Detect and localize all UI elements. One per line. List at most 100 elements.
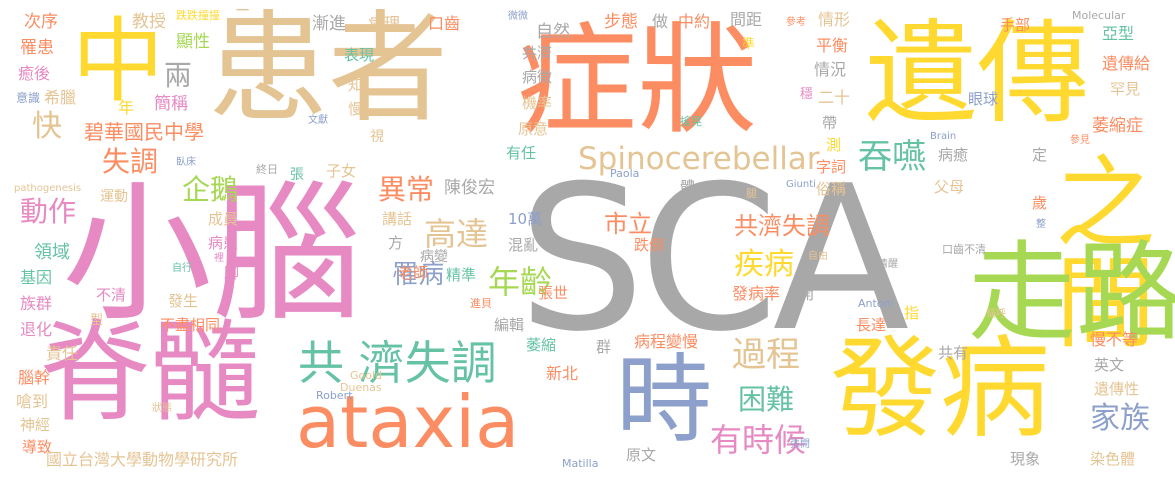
word: 眼球 (968, 90, 999, 108)
word: 共有 (938, 344, 969, 362)
word: 口齒不清 (942, 243, 986, 256)
word: 罹病 (392, 260, 445, 290)
word: 文獻 (308, 115, 328, 126)
word: 清醒 (878, 259, 898, 270)
word: 不清 (96, 286, 127, 304)
word: 快 (32, 109, 62, 144)
word: 英文 (1094, 356, 1125, 374)
word: 講話 (382, 210, 413, 228)
word: 群 (596, 338, 612, 356)
word: 不盡相同 (160, 316, 221, 334)
word: 嗆到 (16, 392, 49, 411)
word: 裡 (214, 253, 224, 264)
word: Brain (930, 131, 957, 142)
word: Molecular (1072, 9, 1126, 22)
word: 病癒 (938, 146, 969, 164)
word: 年 (118, 98, 135, 117)
word: 患者 (208, 0, 448, 139)
word: 發病率 (732, 284, 781, 303)
word: 編輯 (494, 316, 525, 334)
word: 自行 (172, 263, 192, 274)
word: 混亂 (508, 236, 539, 254)
word: 次序 (24, 12, 58, 32)
word: 異常 (378, 173, 435, 206)
word: 失調 (102, 145, 159, 178)
word: 參見 (1070, 135, 1090, 146)
word: 責任 (46, 344, 79, 363)
word: 表現 (344, 46, 375, 64)
word: 領域 (34, 242, 70, 263)
word: 定 (1032, 146, 1048, 164)
word: 方 (388, 234, 404, 252)
word: 之間 (1038, 150, 1155, 350)
word: 退化 (20, 320, 53, 339)
word: 俗稱 (816, 180, 847, 198)
word: 二十 (818, 88, 851, 107)
word: 腳 (224, 264, 240, 282)
word: 間距 (730, 10, 763, 29)
word: 導致 (22, 438, 53, 456)
word: 時 (616, 344, 712, 456)
word: 希臘 (44, 88, 77, 107)
word: 帶 (822, 114, 838, 132)
word: Robert (316, 389, 353, 402)
word: 病程變慢 (634, 332, 699, 351)
word: 型 (90, 313, 104, 328)
word: 張開 (790, 439, 810, 450)
word: ataxia (296, 380, 520, 464)
word: 族群 (20, 294, 53, 313)
word: 稱呼 (986, 309, 1006, 320)
word: 病理 (368, 14, 401, 33)
word: 遺傳性 (1094, 380, 1140, 398)
word: 萎縮症 (1092, 116, 1143, 136)
word: 罹患 (20, 38, 54, 58)
word: Duenas (340, 381, 382, 394)
word: 測 (826, 136, 842, 154)
word: 發病 (830, 325, 1050, 453)
word: 現象 (1010, 450, 1041, 468)
word: 罕見 (1110, 80, 1141, 98)
word: 穩 (800, 87, 814, 102)
word: 知 (348, 76, 364, 94)
word: 陳俊宏 (444, 178, 495, 198)
word: 吞嚥 (858, 137, 926, 177)
word: 跌跌撞撞 (176, 9, 220, 22)
word: Giunti (786, 179, 816, 190)
word: SCA (518, 143, 909, 376)
word: 家族 (1090, 401, 1150, 436)
word: 機率 (522, 94, 553, 112)
word: 跌倒 (634, 236, 665, 254)
word: 有任 (506, 144, 537, 162)
word: 兩 (164, 59, 193, 92)
word: 病徵 (522, 68, 553, 86)
word: 張 (290, 167, 304, 183)
word: 動作 (20, 195, 77, 228)
word: 共濟失調 (734, 212, 830, 240)
word: 開 (798, 284, 815, 303)
word: 癒後 (18, 64, 51, 83)
word: 搖晃 (680, 115, 702, 128)
word: Antoni (858, 297, 894, 310)
word: 萎縮 (526, 336, 557, 354)
word: 教授 (132, 12, 166, 32)
word: 年齡 (488, 263, 553, 301)
word: 做 (652, 12, 669, 31)
word: 高達 (424, 215, 489, 253)
word: 小腦 (62, 168, 363, 342)
word: 10萬 (508, 210, 543, 228)
word: 子女 (326, 162, 357, 180)
word: 症狀 (517, 12, 757, 151)
word: 準 (742, 37, 756, 52)
word: 亞型 (1102, 24, 1135, 43)
word: 新北 (546, 364, 579, 383)
word: 自然 (536, 22, 570, 42)
word: 終日 (256, 163, 278, 176)
word: Matilla (562, 457, 599, 470)
word: 長達 (856, 316, 887, 334)
word: 顯性 (176, 32, 210, 52)
word: 走路 (968, 231, 1175, 356)
word: 遺傳 (865, 9, 1089, 139)
word: 老師 (398, 264, 429, 282)
word: 二 (234, 6, 251, 26)
